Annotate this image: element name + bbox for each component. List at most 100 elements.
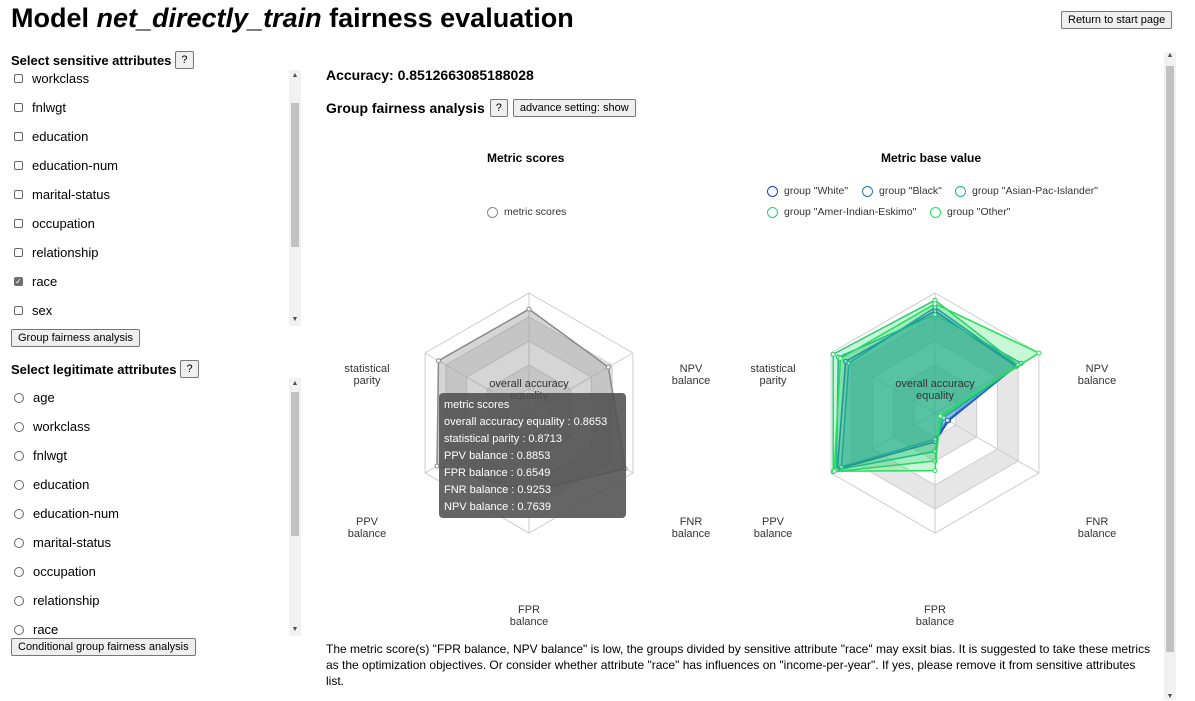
sensitive-item-workclass[interactable]: workclass (11, 71, 89, 86)
return-to-start-button[interactable]: Return to start page (1061, 11, 1173, 29)
sensitive-item-education[interactable]: education (11, 129, 88, 144)
legend-item[interactable]: group "Other" (930, 206, 1011, 218)
radar-axis-label: NPV balance (1077, 363, 1117, 387)
group-fairness-help-button[interactable]: ? (489, 99, 508, 117)
checkbox[interactable] (14, 74, 23, 83)
group-fairness-title: Group fairness analysis ? advance settin… (326, 99, 636, 117)
legitimate-item-marital-status[interactable]: marital-status (11, 535, 111, 550)
radar-data-point (932, 312, 938, 318)
radar-data-point (846, 360, 852, 366)
checkbox[interactable]: ✓ (14, 277, 23, 286)
radar-data-point (605, 364, 611, 370)
legitimate-item-education[interactable]: education (11, 477, 89, 492)
advance-setting-button[interactable]: advance setting: show (512, 99, 636, 117)
radio-button[interactable] (14, 450, 24, 461)
legitimate-item-workclass[interactable]: workclass (11, 419, 90, 434)
radar-axis-label: FPR balance (915, 604, 955, 628)
legitimate-item-label: occupation (33, 564, 96, 579)
legitimate-item-label: education-num (33, 506, 119, 521)
radar-axis-line (934, 412, 1040, 474)
checkbox[interactable] (14, 132, 23, 141)
radio-button[interactable] (14, 537, 24, 548)
legend-label: group "Amer-Indian-Eskimo" (784, 206, 917, 218)
legitimate-item-label: age (33, 390, 55, 405)
sensitive-item-label: relationship (32, 245, 99, 260)
sensitive-item-race[interactable]: ✓ race (11, 274, 57, 289)
radar-data-point (435, 358, 441, 364)
sensitive-item-fnlwgt[interactable]: fnlwgt (11, 100, 66, 115)
sensitive-item-label: sex (32, 303, 53, 318)
legitimate-item-fnlwgt[interactable]: fnlwgt (11, 448, 67, 463)
radar-data-point (837, 355, 843, 361)
radar-axis-label: FNR balance (1077, 516, 1117, 540)
sensitive-item-label: marital-status (32, 187, 111, 202)
radar-data-point (944, 417, 950, 423)
legitimate-item-age[interactable]: age (11, 390, 55, 405)
checkbox[interactable] (14, 161, 23, 170)
legitimate-item-race[interactable]: race (11, 622, 58, 636)
sensitive-list-scrollbar[interactable]: ▲ ▼ (289, 70, 301, 326)
legitimate-item-label: fnlwgt (33, 448, 67, 463)
sensitive-item-label: occupation (32, 216, 95, 231)
radar-data-point (830, 351, 836, 357)
checkbox[interactable] (14, 248, 23, 257)
sensitive-attributes-list[interactable]: workclass fnlwgt education education-num mar… (11, 70, 302, 326)
legitimate-item-education-num[interactable]: education-num (11, 506, 119, 521)
radar-data-point (434, 463, 440, 469)
radar-axis-label: statistical parity (344, 363, 390, 387)
scroll-down-arrow[interactable]: ▼ (291, 626, 299, 633)
sensitive-item-relationship[interactable]: relationship (11, 245, 99, 260)
radar-data-point (932, 436, 938, 442)
legend-item[interactable]: metric scores (487, 206, 566, 218)
radio-button[interactable] (14, 479, 24, 490)
legitimate-item-label: marital-status (33, 535, 112, 550)
scroll-up-arrow[interactable]: ▲ (291, 72, 299, 79)
sensitive-item-label: education-num (32, 158, 118, 173)
legitimate-list-scrollbar[interactable]: ▲ ▼ (289, 378, 301, 636)
radar-data-point (932, 301, 938, 307)
sensitive-item-label: education (32, 129, 89, 144)
radio-button[interactable] (14, 595, 24, 606)
legend-item[interactable]: group "Asian-Pac-Islander" (955, 185, 1098, 197)
checkbox[interactable] (14, 190, 23, 199)
scroll-down-arrow[interactable]: ▼ (291, 316, 299, 323)
metric-scores-tooltip: metric scores overall accuracy equality … (439, 393, 626, 518)
radar-axis-label: PPV balance (753, 516, 793, 540)
legend-item[interactable]: group "Black" (862, 185, 942, 197)
sensitive-item-sex[interactable]: sex (11, 303, 52, 318)
sensitive-item-education-num[interactable]: education-num (11, 158, 118, 173)
sensitive-help-button[interactable]: ? (175, 51, 194, 69)
sensitive-attributes-title: Select sensitive attributes ? (11, 51, 194, 69)
sensitive-item-label: race (32, 274, 58, 289)
sensitive-item-marital-status[interactable]: marital-status (11, 187, 110, 202)
legend-item[interactable]: group "Amer-Indian-Eskimo" (767, 206, 916, 218)
radio-button[interactable] (14, 421, 24, 432)
radio-button[interactable] (14, 508, 24, 519)
legend-item[interactable]: group "White" (767, 185, 848, 197)
radar-axis-label: PPV balance (347, 516, 387, 540)
main-scrollbar[interactable]: ▲ ▼ (1164, 52, 1176, 700)
conditional-group-fairness-button[interactable]: Conditional group fairness analysis (11, 638, 196, 656)
radio-button[interactable] (14, 624, 24, 635)
scroll-up-arrow[interactable]: ▲ (291, 380, 299, 387)
checkbox[interactable] (14, 219, 23, 228)
radio-button[interactable] (14, 392, 24, 403)
legitimate-item-occupation[interactable]: occupation (11, 564, 96, 579)
radar-axis-label: FPR balance (509, 604, 549, 628)
group-fairness-analysis-button[interactable]: Group fairness analysis (11, 329, 140, 347)
checkbox[interactable] (14, 103, 23, 112)
sensitive-item-label: fnlwgt (32, 100, 66, 115)
checkbox[interactable] (14, 306, 23, 315)
radio-button[interactable] (14, 566, 24, 577)
legitimate-item-label: race (33, 622, 59, 636)
legitimate-attributes-list[interactable]: age workclass fnlwgt education education-num… (11, 380, 302, 636)
legitimate-item-label: relationship (33, 593, 100, 608)
legitimate-help-button[interactable]: ? (180, 360, 199, 378)
sensitive-item-occupation[interactable]: occupation (11, 216, 95, 231)
radar-data-point (932, 468, 938, 474)
legend-label: group "Asian-Pac-Islander" (972, 185, 1098, 197)
legitimate-item-relationship[interactable]: relationship (11, 593, 100, 608)
radar-axis-label: statistical parity (750, 363, 796, 387)
legend-label: group "Black" (879, 185, 942, 197)
